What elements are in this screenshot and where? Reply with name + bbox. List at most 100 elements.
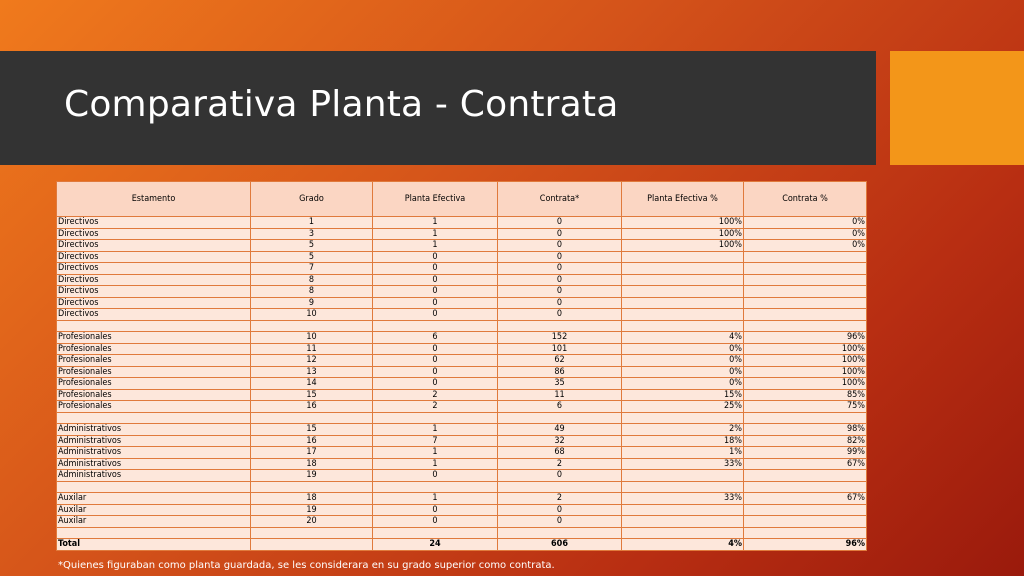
contrata-pct-cell [743, 469, 867, 482]
contrata-cell [497, 319, 622, 332]
planta-efectiva-cell: 7 [372, 434, 498, 447]
estamento-cell: Profesionales [56, 400, 251, 413]
contrata-cell: 0 [497, 308, 622, 321]
estamento-cell: Directivos [56, 262, 251, 275]
planta-efectiva-cell: 1 [372, 423, 498, 436]
contrata-cell: 0 [497, 216, 622, 229]
total-planta-efectiva-cell: 24 [372, 538, 498, 551]
total-planta-efectiva-pct-cell: 4% [621, 538, 744, 551]
contrata-cell: 0 [497, 515, 622, 528]
table-row: Directivos 5 0 0 [56, 250, 867, 263]
planta-efectiva-pct-cell: 33% [621, 492, 744, 505]
planta-efectiva-cell: 0 [372, 285, 498, 298]
planta-efectiva-pct-cell [621, 480, 744, 493]
contrata-cell: 0 [497, 262, 622, 275]
contrata-pct-cell: 0% [743, 227, 867, 240]
planta-efectiva-cell: 1 [372, 492, 498, 505]
table-row: Profesionales 12 0 62 0% 100% [56, 354, 867, 367]
comparison-table: Estamento Grado Planta Efectiva Contrata… [56, 181, 867, 551]
contrata-cell: 0 [497, 296, 622, 309]
estamento-cell: Directivos [56, 250, 251, 263]
contrata-pct-cell [743, 250, 867, 263]
estamento-cell [56, 411, 251, 424]
planta-efectiva-cell: 0 [372, 273, 498, 286]
estamento-cell: Directivos [56, 227, 251, 240]
estamento-cell: Administrativos [56, 457, 251, 470]
planta-efectiva-cell: 1 [372, 227, 498, 240]
estamento-cell: Directivos [56, 239, 251, 252]
contrata-pct-cell [743, 526, 867, 539]
grado-cell: 7 [250, 262, 373, 275]
grado-cell: 20 [250, 515, 373, 528]
estamento-cell: Directivos [56, 308, 251, 321]
planta-efectiva-pct-cell: 2% [621, 423, 744, 436]
planta-efectiva-cell: 0 [372, 296, 498, 309]
contrata-pct-cell: 100% [743, 365, 867, 378]
planta-efectiva-pct-cell: 100% [621, 216, 744, 229]
planta-efectiva-cell: 1 [372, 239, 498, 252]
total-row: Total 24 606 4% 96% [56, 538, 867, 551]
contrata-pct-cell [743, 296, 867, 309]
contrata-pct-cell [743, 319, 867, 332]
planta-efectiva-pct-cell: 1% [621, 446, 744, 459]
planta-efectiva-cell: 0 [372, 469, 498, 482]
estamento-cell: Administrativos [56, 423, 251, 436]
table-header-row: Estamento Grado Planta Efectiva Contrata… [56, 181, 867, 217]
contrata-cell: 101 [497, 342, 622, 355]
estamento-cell: Administrativos [56, 434, 251, 447]
grado-cell: 5 [250, 250, 373, 263]
planta-efectiva-cell: 0 [372, 354, 498, 367]
table-row: Administrativos 17 1 68 1% 99% [56, 446, 867, 459]
contrata-cell: 0 [497, 285, 622, 298]
table-row: Administrativos 18 1 2 33% 67% [56, 457, 867, 470]
contrata-pct-cell [743, 503, 867, 516]
planta-efectiva-cell: 1 [372, 446, 498, 459]
table-row: Directivos 3 1 0 100% 0% [56, 227, 867, 240]
contrata-pct-cell: 82% [743, 434, 867, 447]
contrata-cell: 11 [497, 388, 622, 401]
estamento-cell: Auxilar [56, 515, 251, 528]
planta-efectiva-pct-cell: 25% [621, 400, 744, 413]
estamento-cell: Directivos [56, 285, 251, 298]
table-row: Auxilar 19 0 0 [56, 503, 867, 516]
contrata-cell: 0 [497, 227, 622, 240]
header-estamento: Estamento [56, 181, 251, 217]
contrata-cell: 0 [497, 273, 622, 286]
planta-efectiva-cell: 0 [372, 377, 498, 390]
grado-cell: 14 [250, 377, 373, 390]
grado-cell: 13 [250, 365, 373, 378]
estamento-cell: Auxilar [56, 492, 251, 505]
grado-cell [250, 526, 373, 539]
estamento-cell: Administrativos [56, 469, 251, 482]
planta-efectiva-pct-cell [621, 469, 744, 482]
planta-efectiva-pct-cell [621, 296, 744, 309]
total-contrata-cell: 606 [497, 538, 622, 551]
grado-cell: 15 [250, 423, 373, 436]
planta-efectiva-pct-cell [621, 273, 744, 286]
contrata-cell: 62 [497, 354, 622, 367]
table-row [56, 411, 867, 424]
planta-efectiva-pct-cell [621, 285, 744, 298]
grado-cell: 10 [250, 308, 373, 321]
planta-efectiva-pct-cell: 0% [621, 365, 744, 378]
planta-efectiva-cell [372, 480, 498, 493]
contrata-pct-cell: 0% [743, 239, 867, 252]
planta-efectiva-pct-cell [621, 503, 744, 516]
table-row: Directivos 8 0 0 [56, 285, 867, 298]
table-row: Administrativos 16 7 32 18% 82% [56, 434, 867, 447]
grado-cell [250, 319, 373, 332]
contrata-pct-cell [743, 411, 867, 424]
planta-efectiva-pct-cell: 33% [621, 457, 744, 470]
planta-efectiva-cell: 0 [372, 365, 498, 378]
table-row [56, 480, 867, 493]
estamento-cell: Profesionales [56, 354, 251, 367]
grado-cell: 1 [250, 216, 373, 229]
estamento-cell: Profesionales [56, 365, 251, 378]
contrata-pct-cell: 75% [743, 400, 867, 413]
table-body: Directivos 1 1 0 100% 0% Directivos 3 1 0 100% 0% Di… [56, 216, 867, 551]
estamento-cell: Administrativos [56, 446, 251, 459]
table-row: Profesionales 16 2 6 25% 75% [56, 400, 867, 413]
planta-efectiva-pct-cell [621, 526, 744, 539]
planta-efectiva-cell [372, 526, 498, 539]
contrata-pct-cell [743, 273, 867, 286]
